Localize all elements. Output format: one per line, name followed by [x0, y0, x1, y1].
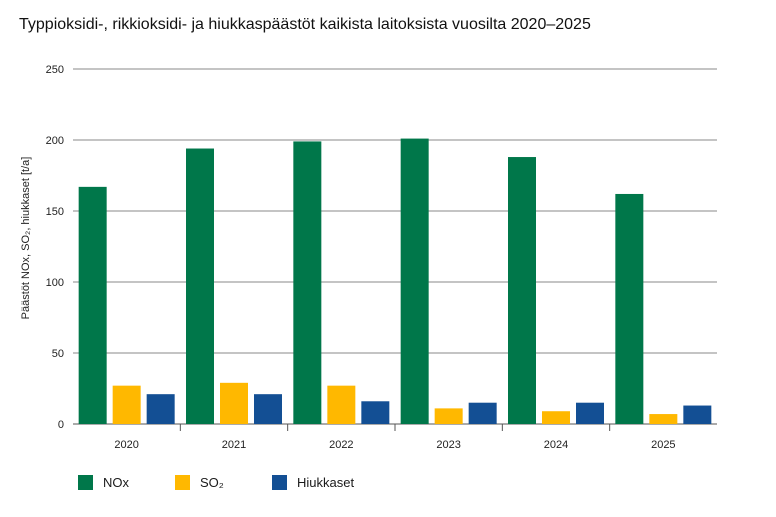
- y-tick-label: 50: [52, 348, 64, 360]
- bar-so-2021: [220, 382, 248, 424]
- legend-label: SO₂: [200, 475, 224, 490]
- bar-so-2022: [327, 385, 356, 424]
- y-tick-label: 0: [58, 419, 64, 431]
- y-axis-label: Päästöt NOx, SO₂, hiukkaset [t/a]: [20, 157, 32, 320]
- bar-hiukkaset-2020: [146, 394, 175, 424]
- bar-so-2024: [542, 411, 570, 424]
- bar-hiukkaset-2021: [254, 394, 282, 424]
- legend-swatch: [175, 475, 190, 490]
- bar-so-2023: [434, 408, 463, 424]
- x-tick-label: 2024: [544, 439, 568, 451]
- y-tick-label: 150: [46, 206, 64, 218]
- bar-hiukkaset-2024: [576, 402, 604, 424]
- x-tick-label: 2021: [222, 439, 246, 451]
- x-tick-label: 2020: [114, 439, 138, 451]
- bar-so-2020: [112, 385, 141, 424]
- y-tick-labels: 0 50 100 150 200 250: [46, 64, 64, 431]
- legend-label: NOx: [103, 475, 129, 490]
- legend: NOx SO₂ Hiukkaset: [78, 475, 392, 490]
- bar-so-2025: [649, 414, 678, 424]
- bar-nox-2022: [293, 141, 322, 425]
- legend-item: NOx: [78, 475, 175, 490]
- x-tick-labels: 2020 2021 2022 2023 2024 2025: [114, 424, 676, 451]
- legend-label: Hiukkaset: [297, 475, 355, 490]
- bar-nox-2020: [78, 186, 107, 424]
- y-tick-label: 100: [46, 277, 64, 289]
- bars: [78, 138, 712, 425]
- bar-hiukkaset-2025: [683, 405, 712, 424]
- x-tick-label: 2023: [436, 439, 460, 451]
- bar-hiukkaset-2023: [468, 402, 497, 424]
- legend-item: Hiukkaset: [272, 475, 392, 490]
- bar-nox-2024: [508, 157, 536, 425]
- x-tick-label: 2025: [651, 439, 675, 451]
- legend-item: SO₂: [175, 475, 272, 490]
- legend-swatch: [78, 475, 93, 490]
- chart-title: Typpioksidi-, rikkioksidi- ja hiukkaspää…: [19, 16, 591, 33]
- y-tick-label: 200: [46, 135, 64, 147]
- bar-nox-2023: [400, 138, 429, 424]
- bar-nox-2021: [186, 148, 214, 424]
- bar-hiukkaset-2022: [361, 401, 390, 424]
- y-tick-label: 250: [46, 64, 64, 76]
- x-tick-label: 2022: [329, 439, 353, 451]
- bar-nox-2025: [615, 193, 644, 424]
- legend-swatch: [272, 475, 287, 490]
